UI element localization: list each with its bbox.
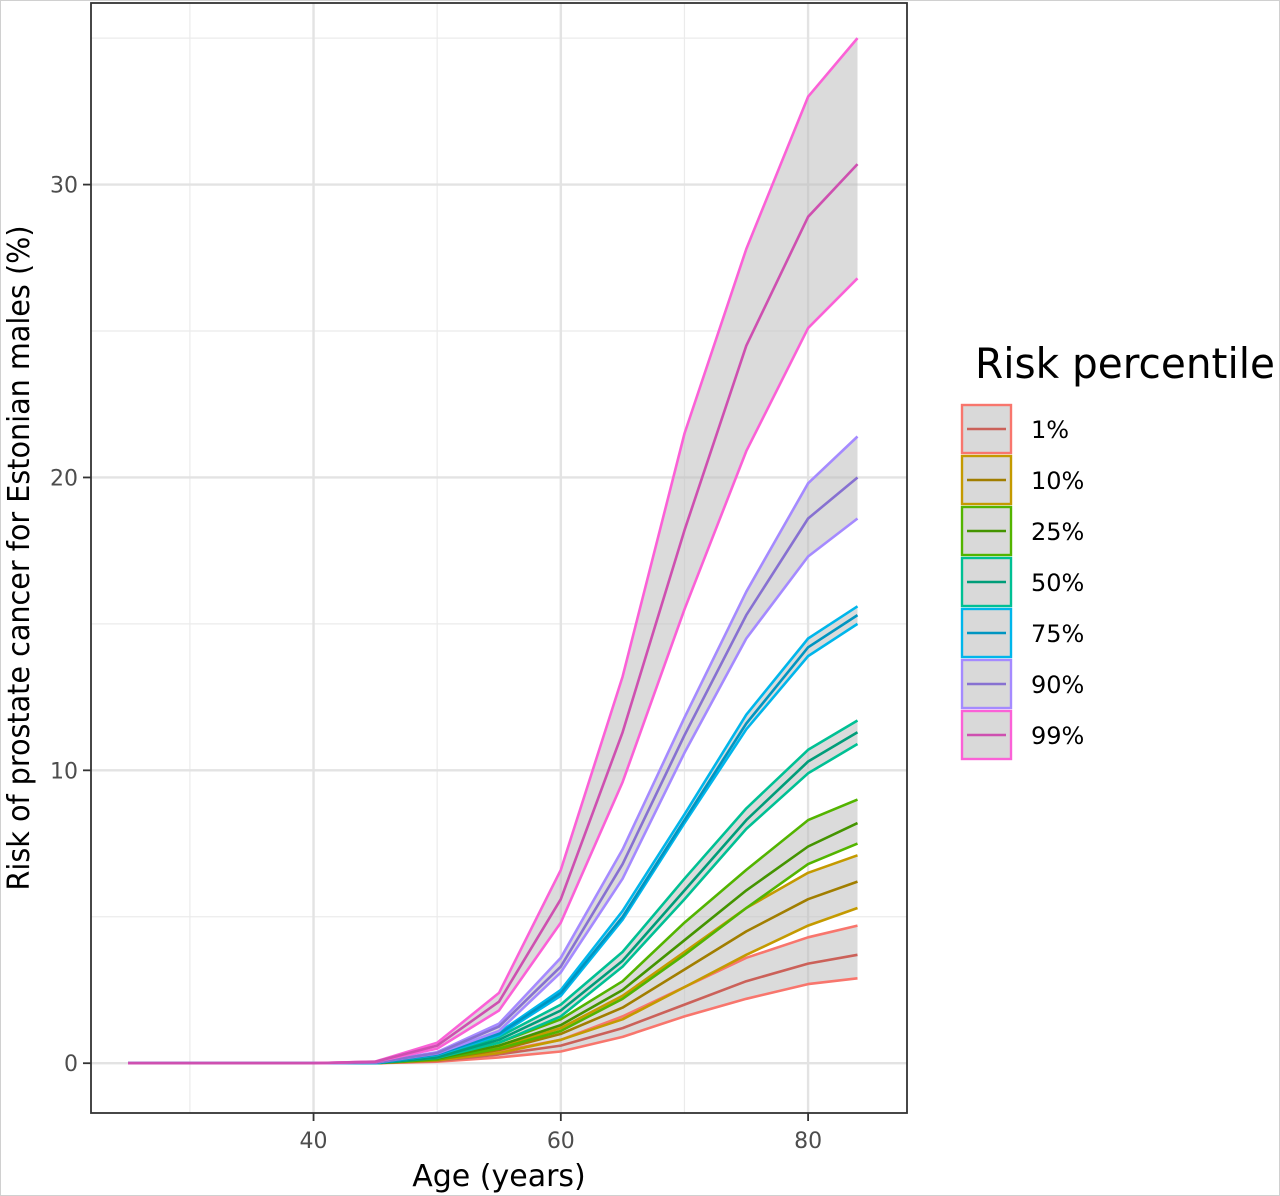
y-tick-label: 10	[50, 759, 78, 784]
y-axis-title: Risk of prostate cancer for Estonian mal…	[2, 226, 37, 891]
x-tick-label: 80	[794, 1129, 822, 1154]
legend-label-10pct: 10%	[1031, 467, 1084, 495]
plot-panel-border	[90, 2, 908, 1114]
y-tick-label: 20	[50, 466, 78, 491]
x-axis-ticks: 40 60 80	[300, 1113, 822, 1154]
legend-label-1pct: 1%	[1031, 416, 1069, 444]
x-tick-label: 60	[547, 1129, 575, 1154]
legend-label-99pct: 99%	[1031, 722, 1084, 750]
y-tick-label: 30	[50, 174, 78, 199]
legend: 1% 10% 25% 50% 75% 90% 99%	[960, 403, 1084, 761]
legend-label-75pct: 75%	[1031, 620, 1084, 648]
x-axis-title: Age (years)	[412, 1159, 586, 1194]
legend-title: Risk percentile	[975, 339, 1275, 388]
legend-label-50pct: 50%	[1031, 569, 1084, 597]
legend-label-90pct: 90%	[1031, 671, 1084, 699]
legend-label-25pct: 25%	[1031, 518, 1084, 546]
line-mid-99pct	[128, 163, 859, 1065]
x-tick-label: 40	[300, 1129, 328, 1154]
y-tick-label: 0	[64, 1052, 78, 1077]
y-axis-ticks: 0 10 20 30	[50, 174, 91, 1077]
series-lines	[128, 37, 859, 1065]
band-10pct	[128, 855, 858, 1064]
